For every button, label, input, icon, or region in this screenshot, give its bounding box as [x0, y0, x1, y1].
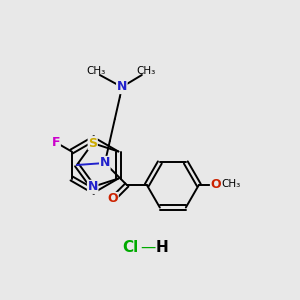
Text: CH₃: CH₃ [221, 179, 241, 189]
Text: N: N [100, 157, 110, 169]
Text: N: N [117, 80, 127, 94]
Text: CH₃: CH₃ [136, 66, 155, 76]
Text: O: O [107, 193, 118, 206]
Text: CH₃: CH₃ [86, 66, 106, 76]
Text: O: O [211, 178, 221, 191]
Text: —: — [140, 239, 156, 254]
Text: H: H [156, 241, 168, 256]
Text: Cl: Cl [122, 241, 138, 256]
Text: S: S [88, 137, 97, 150]
Text: F: F [52, 136, 60, 149]
Text: N: N [88, 180, 98, 193]
